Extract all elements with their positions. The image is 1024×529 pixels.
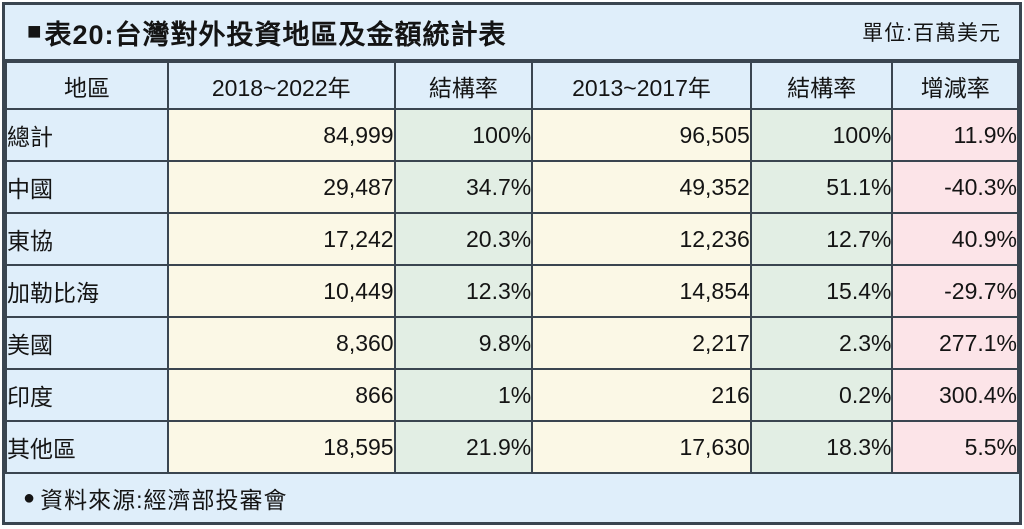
rate-cell: 100% xyxy=(393,108,534,162)
amount-cell: 84,999 xyxy=(166,108,396,162)
rate-cell: 20.3% xyxy=(393,212,534,266)
region-cell: 其他區 xyxy=(5,420,169,474)
amount-cell: 17,242 xyxy=(166,212,396,266)
unit-label: 單位:百萬美元 xyxy=(862,22,1001,45)
column-header-2013-2017: 2013~2017年 xyxy=(531,61,752,110)
change-cell: -40.3% xyxy=(891,160,1019,214)
table-row-india: 印度 866 1% 216 0.2% 300.4% xyxy=(5,368,1019,422)
title-bar: ■ 表20:台灣對外投資地區及金額統計表 單位:百萬美元 xyxy=(5,5,1019,61)
rate-cell: 1% xyxy=(393,368,534,422)
region-cell: 美國 xyxy=(5,316,169,370)
column-header-region: 地區 xyxy=(5,61,169,110)
change-cell: 277.1% xyxy=(891,316,1019,370)
change-cell: 5.5% xyxy=(891,420,1019,474)
rate-cell: 18.3% xyxy=(749,420,894,474)
table-row-usa: 美國 8,360 9.8% 2,217 2.3% 277.1% xyxy=(5,316,1019,370)
change-cell: 300.4% xyxy=(891,368,1019,422)
region-cell: 加勒比海 xyxy=(5,264,169,318)
amount-cell: 96,505 xyxy=(531,108,752,162)
amount-cell: 12,236 xyxy=(531,212,752,266)
amount-cell: 8,360 xyxy=(166,316,396,370)
rate-cell: 100% xyxy=(749,108,894,162)
column-header-rate-1: 結構率 xyxy=(393,61,534,110)
region-cell: 印度 xyxy=(5,368,169,422)
rate-cell: 12.3% xyxy=(393,264,534,318)
rate-cell: 34.7% xyxy=(393,160,534,214)
table-row-total: 總計 84,999 100% 96,505 100% 11.9% xyxy=(5,108,1019,162)
amount-cell: 17,630 xyxy=(531,420,752,474)
page-title: ■ 表20:台灣對外投資地區及金額統計表 xyxy=(27,13,507,52)
title-label: 表20:台灣對外投資地區及金額統計表 xyxy=(44,19,507,50)
table-row-others: 其他區 18,595 21.9% 17,630 18.3% 5.5% xyxy=(5,420,1019,474)
table-row-caribbean: 加勒比海 10,449 12.3% 14,854 15.4% -29.7% xyxy=(5,264,1019,318)
rate-cell: 9.8% xyxy=(393,316,534,370)
region-cell: 中國 xyxy=(5,160,169,214)
amount-cell: 14,854 xyxy=(531,264,752,318)
amount-cell: 2,217 xyxy=(531,316,752,370)
column-header-rate-2: 結構率 xyxy=(749,61,894,110)
change-cell: 40.9% xyxy=(891,212,1019,266)
column-header-2018-2022: 2018~2022年 xyxy=(166,61,396,110)
amount-cell: 29,487 xyxy=(166,160,396,214)
rate-cell: 21.9% xyxy=(393,420,534,474)
column-header-change: 增減率 xyxy=(891,61,1019,110)
rate-cell: 0.2% xyxy=(749,368,894,422)
amount-cell: 10,449 xyxy=(166,264,396,318)
circle-bullet-icon: ● xyxy=(23,486,37,509)
region-cell: 東協 xyxy=(5,212,169,266)
rate-cell: 51.1% xyxy=(749,160,894,214)
rate-cell: 15.4% xyxy=(749,264,894,318)
region-cell: 總計 xyxy=(5,108,169,162)
change-cell: 11.9% xyxy=(891,108,1019,162)
amount-cell: 18,595 xyxy=(166,420,396,474)
header-row: 地區 2018~2022年 結構率 2013~2017年 結構率 增減率 xyxy=(5,61,1019,110)
investment-table: 地區 2018~2022年 結構率 2013~2017年 結構率 增減率 總計 … xyxy=(5,61,1019,474)
amount-cell: 216 xyxy=(531,368,752,422)
table-row-asean: 東協 17,242 20.3% 12,236 12.7% 40.9% xyxy=(5,212,1019,266)
change-cell: -29.7% xyxy=(891,264,1019,318)
source-bar: ● 資料來源:經濟部投審會 xyxy=(5,474,1019,522)
square-bullet-icon: ■ xyxy=(27,18,43,45)
rate-cell: 12.7% xyxy=(749,212,894,266)
amount-cell: 866 xyxy=(166,368,396,422)
table-row-china: 中國 29,487 34.7% 49,352 51.1% -40.3% xyxy=(5,160,1019,214)
amount-cell: 49,352 xyxy=(531,160,752,214)
rate-cell: 2.3% xyxy=(749,316,894,370)
source-label: 資料來源:經濟部投審會 xyxy=(40,487,288,513)
